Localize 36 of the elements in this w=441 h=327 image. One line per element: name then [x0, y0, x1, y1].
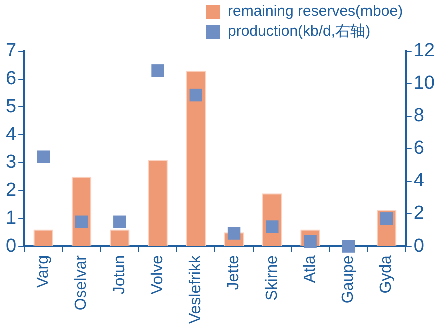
y2-tick-label: 6 [414, 138, 424, 160]
point [380, 212, 394, 226]
point [75, 216, 88, 229]
y-tick-label: 1 [6, 208, 17, 229]
y-tick-label: 3 [6, 152, 17, 174]
y-tick-label: 5 [6, 96, 17, 118]
x-tick-label: Jette [226, 255, 243, 290]
x-tick-label: Oselvar [73, 254, 90, 311]
point [342, 240, 356, 253]
y2-tick-label: 2 [414, 203, 424, 224]
x-tick-label: Jotun [111, 256, 128, 295]
y2-tick-label: 4 [414, 170, 425, 192]
point [228, 227, 241, 240]
point [114, 216, 126, 229]
x-tick-label: Skirne [264, 255, 281, 301]
point [266, 220, 279, 234]
y2-tick-label: 12 [414, 40, 436, 62]
y2-tick-label: 0 [414, 236, 424, 257]
y-tick-label: 7 [6, 40, 17, 62]
x-tick-label: Veslefrikk [188, 254, 205, 324]
x-tick-label: Gyda [378, 255, 396, 294]
point [152, 64, 164, 78]
y2-tick-label: 10 [414, 73, 436, 94]
legend-label: remaining reserves(mboe) [228, 2, 404, 22]
point [37, 150, 50, 164]
y2-tick-label: 8 [414, 106, 424, 127]
x-tick-label: Volve [149, 255, 166, 295]
x-tick-label: Varg [35, 256, 52, 288]
y-tick-label: 0 [6, 236, 17, 257]
point [190, 88, 203, 102]
x-tick-label: Gaupe [340, 255, 358, 304]
x-tick-label: Atla [302, 255, 319, 284]
legend-label: production(kb/d,右轴) [228, 22, 371, 42]
y-tick-label: 6 [6, 68, 17, 90]
y-tick-label: 4 [6, 124, 17, 146]
y-tick-label: 2 [6, 180, 17, 202]
